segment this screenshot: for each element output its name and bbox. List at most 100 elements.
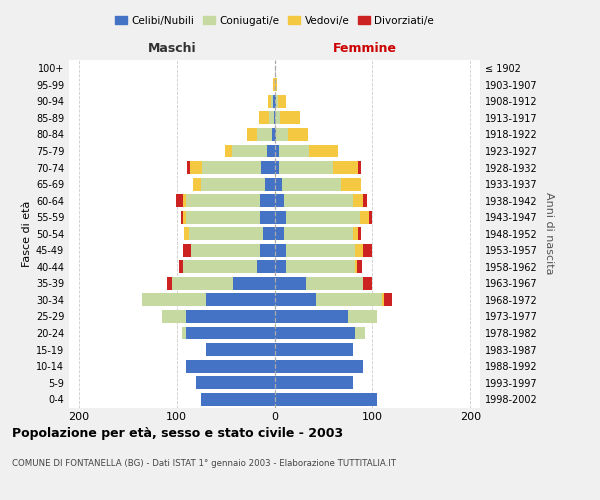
- Bar: [257, 128, 272, 141]
- Bar: [187, 360, 275, 372]
- Bar: [260, 194, 275, 207]
- Bar: [261, 161, 275, 174]
- Bar: [275, 376, 353, 389]
- Bar: [275, 310, 348, 323]
- Bar: [355, 326, 365, 340]
- Bar: [370, 210, 373, 224]
- Bar: [348, 310, 377, 323]
- Bar: [358, 228, 361, 240]
- Bar: [358, 161, 361, 174]
- Bar: [275, 326, 355, 340]
- Bar: [333, 161, 358, 174]
- Bar: [184, 228, 190, 240]
- Bar: [274, 112, 275, 124]
- Bar: [206, 343, 275, 356]
- Bar: [353, 228, 358, 240]
- Bar: [353, 194, 362, 207]
- Bar: [259, 112, 269, 124]
- Bar: [275, 228, 284, 240]
- Bar: [341, 178, 361, 190]
- Bar: [286, 260, 355, 274]
- Bar: [176, 194, 184, 207]
- Bar: [187, 326, 275, 340]
- Bar: [278, 95, 286, 108]
- Bar: [275, 244, 286, 257]
- Bar: [184, 210, 187, 224]
- Bar: [288, 128, 308, 141]
- Bar: [260, 244, 275, 257]
- Bar: [265, 178, 275, 190]
- Text: COMUNE DI FONTANELLA (BG) - Dati ISTAT 1° gennaio 2003 - Elaborazione TUTTITALIA: COMUNE DI FONTANELLA (BG) - Dati ISTAT 1…: [12, 459, 396, 468]
- Bar: [356, 260, 362, 274]
- Bar: [275, 178, 283, 190]
- Bar: [272, 128, 275, 141]
- Bar: [275, 78, 277, 92]
- Bar: [284, 194, 353, 207]
- Bar: [275, 260, 286, 274]
- Bar: [191, 244, 260, 257]
- Bar: [275, 112, 280, 124]
- Bar: [268, 95, 271, 108]
- Bar: [280, 112, 300, 124]
- Bar: [277, 128, 288, 141]
- Bar: [316, 294, 382, 306]
- Bar: [182, 326, 187, 340]
- Bar: [275, 360, 362, 372]
- Bar: [275, 393, 377, 406]
- Bar: [162, 310, 187, 323]
- Bar: [359, 210, 370, 224]
- Bar: [306, 277, 362, 290]
- Bar: [201, 178, 265, 190]
- Bar: [277, 95, 278, 108]
- Bar: [283, 178, 341, 190]
- Text: Femmine: Femmine: [333, 42, 397, 55]
- Bar: [275, 128, 277, 141]
- Bar: [206, 294, 275, 306]
- Text: Maschi: Maschi: [148, 42, 196, 55]
- Bar: [362, 277, 373, 290]
- Bar: [142, 294, 206, 306]
- Legend: Celibi/Nubili, Coniugati/e, Vedovi/e, Divorziati/e: Celibi/Nubili, Coniugati/e, Vedovi/e, Di…: [111, 12, 438, 30]
- Bar: [275, 294, 316, 306]
- Bar: [355, 260, 356, 274]
- Bar: [202, 161, 261, 174]
- Bar: [247, 128, 257, 141]
- Bar: [275, 144, 280, 158]
- Bar: [275, 277, 306, 290]
- Bar: [196, 376, 275, 389]
- Bar: [260, 210, 275, 224]
- Bar: [362, 194, 367, 207]
- Bar: [269, 112, 274, 124]
- Bar: [271, 95, 272, 108]
- Bar: [362, 244, 373, 257]
- Bar: [179, 260, 184, 274]
- Bar: [272, 78, 275, 92]
- Bar: [184, 260, 257, 274]
- Bar: [184, 244, 191, 257]
- Bar: [384, 294, 392, 306]
- Bar: [275, 210, 286, 224]
- Bar: [187, 310, 275, 323]
- Bar: [382, 294, 384, 306]
- Y-axis label: Fasce di età: Fasce di età: [22, 200, 32, 267]
- Bar: [224, 144, 232, 158]
- Bar: [280, 144, 309, 158]
- Bar: [275, 343, 353, 356]
- Bar: [275, 161, 280, 174]
- Bar: [190, 161, 202, 174]
- Bar: [187, 210, 260, 224]
- Bar: [172, 277, 233, 290]
- Bar: [275, 194, 284, 207]
- Bar: [190, 228, 263, 240]
- Text: Popolazione per età, sesso e stato civile - 2003: Popolazione per età, sesso e stato civil…: [12, 428, 343, 440]
- Bar: [181, 210, 184, 224]
- Bar: [263, 228, 275, 240]
- Bar: [184, 194, 187, 207]
- Bar: [280, 161, 333, 174]
- Bar: [233, 277, 275, 290]
- Bar: [266, 144, 275, 158]
- Bar: [187, 161, 190, 174]
- Y-axis label: Anni di nascita: Anni di nascita: [544, 192, 554, 275]
- Bar: [284, 228, 353, 240]
- Bar: [193, 178, 201, 190]
